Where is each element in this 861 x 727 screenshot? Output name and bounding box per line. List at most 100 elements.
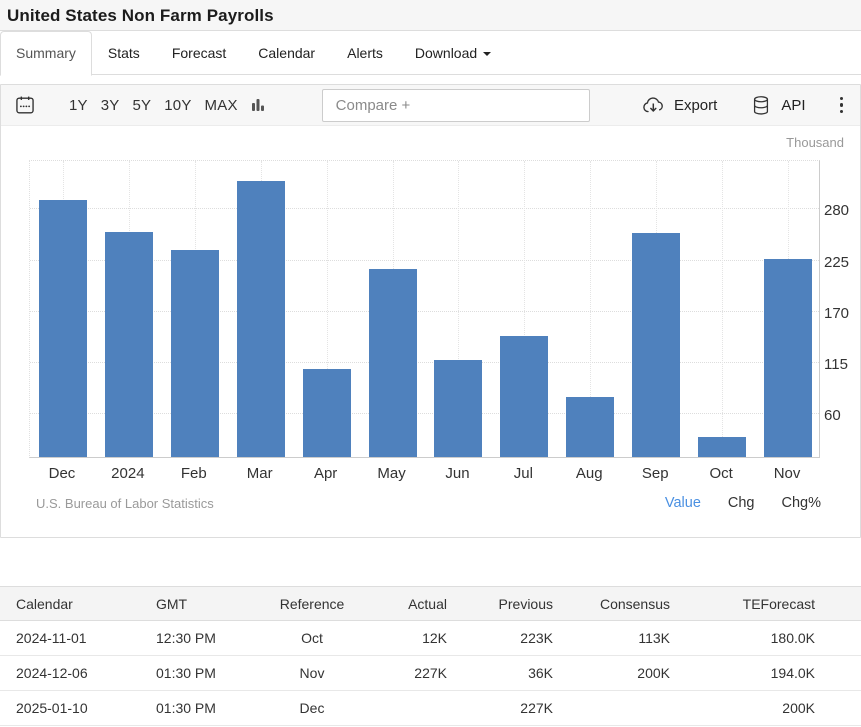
gridline — [30, 208, 819, 209]
x-tick-label: Feb — [161, 465, 227, 482]
table-cell: 36K — [447, 656, 553, 691]
tab-download[interactable]: Download — [399, 31, 507, 76]
bar-Sep[interactable] — [632, 233, 680, 457]
page-title: United States Non Farm Payrolls — [7, 6, 861, 26]
chart-source-label: U.S. Bureau of Labor Statistics — [36, 496, 214, 511]
plot-area — [29, 160, 820, 458]
table-cell: 200K — [553, 656, 670, 691]
table-row[interactable]: 2024-12-0601:30 PMNov227K36K200K194.0K — [0, 656, 861, 691]
bar-Dec[interactable] — [39, 200, 87, 457]
table-cell: 227K — [447, 691, 553, 726]
x-tick-label: Mar — [227, 465, 293, 482]
col-header-consensus[interactable]: Consensus — [553, 587, 670, 621]
tab-bar: Summary Stats Forecast Calendar Alerts D… — [0, 31, 861, 75]
bar-Mar[interactable] — [237, 181, 285, 457]
tab-summary[interactable]: Summary — [0, 31, 92, 76]
mode-value-link[interactable]: Value — [665, 495, 701, 511]
tab-stats[interactable]: Stats — [92, 31, 156, 76]
calendar-table-body: 2024-11-0112:30 PMOct12K223K113K180.0K20… — [0, 621, 861, 726]
table-cell: 194.0K — [670, 656, 861, 691]
mode-chg-link[interactable]: Chg — [728, 495, 755, 511]
bar-Oct[interactable] — [698, 437, 746, 457]
col-header-gmt[interactable]: GMT — [156, 587, 257, 621]
chart-mode-switcher: Value Chg Chg% — [665, 495, 821, 511]
bar-chart-icon — [250, 97, 266, 113]
chevron-down-icon — [483, 52, 491, 56]
range-10y-button[interactable]: 10Y — [164, 97, 191, 114]
more-options-button[interactable] — [836, 95, 848, 116]
range-1y-button[interactable]: 1Y — [69, 97, 88, 114]
range-3y-button[interactable]: 3Y — [101, 97, 120, 114]
database-icon — [750, 94, 772, 117]
col-header-actual[interactable]: Actual — [367, 587, 447, 621]
y-tick-label: 60 — [824, 407, 841, 424]
y-tick-label: 280 — [824, 202, 849, 219]
table-cell: 12:30 PM — [156, 621, 257, 656]
table-cell: 180.0K — [670, 621, 861, 656]
x-tick-label: May — [359, 465, 425, 482]
col-header-calendar[interactable]: Calendar — [0, 587, 156, 621]
chart-toolbar: 1Y 3Y 5Y 10Y MAX Export — [1, 85, 860, 126]
calendar-icon — [14, 94, 36, 116]
bar-Nov[interactable] — [764, 259, 812, 457]
bar-Aug[interactable] — [566, 397, 614, 457]
tab-calendar[interactable]: Calendar — [242, 31, 331, 76]
export-button[interactable]: Export — [641, 95, 717, 115]
date-range-calendar-button[interactable] — [14, 94, 36, 116]
x-tick-label: Jul — [490, 465, 556, 482]
x-tick-label: Aug — [556, 465, 622, 482]
export-label: Export — [674, 97, 717, 114]
bar-Feb[interactable] — [171, 250, 219, 457]
tab-alerts[interactable]: Alerts — [331, 31, 399, 76]
range-5y-button[interactable]: 5Y — [133, 97, 152, 114]
x-tick-label: Oct — [688, 465, 754, 482]
calendar-table: Calendar GMT Reference Actual Previous C… — [0, 586, 861, 726]
x-tick-label: Nov — [754, 465, 820, 482]
y-tick-label: 170 — [824, 305, 849, 322]
gridline — [722, 161, 723, 457]
range-max-button[interactable]: MAX — [205, 97, 238, 114]
table-cell: 223K — [447, 621, 553, 656]
mode-chgpct-link[interactable]: Chg% — [782, 495, 822, 511]
table-header-row: Calendar GMT Reference Actual Previous C… — [0, 587, 861, 621]
tab-forecast[interactable]: Forecast — [156, 31, 242, 76]
bar-Apr[interactable] — [303, 369, 351, 457]
kebab-menu-icon — [840, 97, 844, 101]
x-tick-label: Sep — [622, 465, 688, 482]
table-cell: 2025-01-10 — [0, 691, 156, 726]
y-tick-label: 225 — [824, 254, 849, 271]
table-cell: 200K — [670, 691, 861, 726]
table-row[interactable]: 2025-01-1001:30 PMDec227K200K — [0, 691, 861, 726]
bar-2024[interactable] — [105, 232, 153, 457]
bar-Jun[interactable] — [434, 360, 482, 457]
chart-type-button[interactable] — [250, 97, 266, 113]
bar-Jul[interactable] — [500, 336, 548, 457]
compare-input[interactable] — [322, 89, 590, 122]
table-cell — [367, 691, 447, 726]
table-cell: 01:30 PM — [156, 656, 257, 691]
chart-card: 1Y 3Y 5Y 10Y MAX Export — [0, 84, 861, 538]
chart-footer: U.S. Bureau of Labor Statistics Value Ch… — [1, 491, 860, 515]
bar-chart: Thousand 60 115 170 225 280 Dec2024FebMarApr… — [1, 126, 860, 537]
y-tick-label: 115 — [824, 356, 848, 373]
col-header-teforecast[interactable]: TEForecast — [670, 587, 861, 621]
y-axis-labels: 60 115 170 225 280 — [824, 160, 860, 458]
api-button[interactable]: API — [750, 94, 805, 117]
x-tick-label: 2024 — [95, 465, 161, 482]
table-cell: 113K — [553, 621, 670, 656]
table-cell: 227K — [367, 656, 447, 691]
table-row[interactable]: 2024-11-0112:30 PMOct12K223K113K180.0K — [0, 621, 861, 656]
x-tick-label: Dec — [29, 465, 95, 482]
col-header-previous[interactable]: Previous — [447, 587, 553, 621]
title-bar: United States Non Farm Payrolls — [0, 0, 861, 31]
cloud-download-icon — [641, 95, 666, 115]
bar-May[interactable] — [369, 269, 417, 457]
table-cell: Nov — [257, 656, 367, 691]
chart-unit-label: Thousand — [786, 135, 844, 150]
table-cell — [553, 691, 670, 726]
table-cell: Dec — [257, 691, 367, 726]
x-tick-label: Apr — [293, 465, 359, 482]
table-cell: 12K — [367, 621, 447, 656]
table-cell: 2024-11-01 — [0, 621, 156, 656]
col-header-reference[interactable]: Reference — [257, 587, 367, 621]
